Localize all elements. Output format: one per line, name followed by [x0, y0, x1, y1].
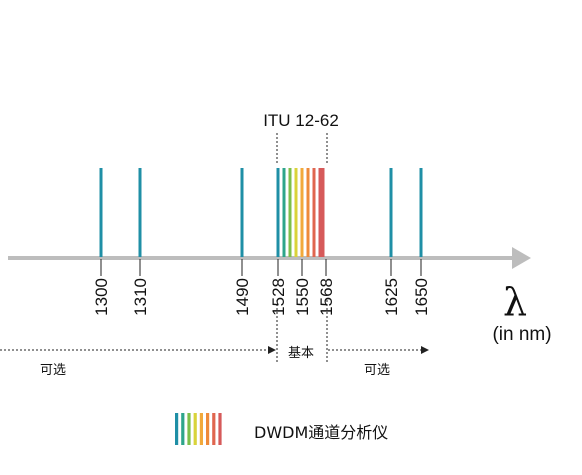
range-label-basic: 基本 [288, 346, 315, 361]
tick-label-1310: 1310 [131, 278, 150, 316]
legend-label: DWDM通道分析仪 [254, 423, 389, 442]
tick-label-1650: 1650 [412, 278, 431, 316]
legend-swatch-bar-5 [206, 413, 210, 445]
channel-line-1625 [389, 168, 393, 257]
axis-unit: (in nm) [492, 324, 552, 345]
channel-line-1300 [99, 168, 103, 257]
dwdm-channel-4 [300, 168, 304, 257]
dwdm-channel-1 [282, 168, 286, 257]
legend-swatch-bar-4 [199, 413, 203, 445]
legend-swatch-bar-0 [175, 413, 179, 445]
tick-label-1550: 1550 [293, 278, 312, 316]
legend-swatch-bar-7 [218, 413, 222, 445]
range-arrow-right-head-icon [421, 346, 429, 354]
tick-label-1625: 1625 [382, 278, 401, 316]
tick-label-1528: 1528 [269, 278, 288, 316]
legend-swatch [175, 413, 222, 445]
legend-swatch-bar-6 [212, 413, 216, 445]
dwdm-channel-6 [312, 168, 316, 257]
axis-ticks: 1300 1310 1490 1528 1550 1568 1625 1650 [92, 259, 431, 316]
dwdm-channel-2 [288, 168, 292, 257]
axis-arrow-icon [512, 247, 531, 269]
legend-swatch-bar-2 [187, 413, 191, 445]
channel-lines [99, 168, 423, 257]
channel-line-1490 [240, 168, 244, 257]
channel-line-1650 [419, 168, 423, 257]
tick-label-1490: 1490 [233, 278, 252, 316]
axis-symbol: λ [502, 280, 528, 324]
tick-label-1568: 1568 [317, 278, 336, 316]
dwdm-channel-0 [276, 168, 280, 257]
range-label-optional-right: 可选 [364, 363, 391, 378]
dwdm-band [276, 168, 325, 257]
dwdm-channel-7 [318, 168, 325, 257]
range-arrow-left-head-icon [268, 346, 276, 354]
range-label-optional-left: 可选 [40, 363, 67, 378]
channel-line-1310 [138, 168, 142, 257]
dwdm-channel-3 [294, 168, 298, 257]
legend-swatch-bar-3 [193, 413, 197, 445]
band-label: ITU 12-62 [263, 111, 339, 130]
legend-swatch-bar-1 [181, 413, 185, 445]
tick-label-1300: 1300 [92, 278, 111, 316]
dwdm-channel-5 [306, 168, 310, 257]
